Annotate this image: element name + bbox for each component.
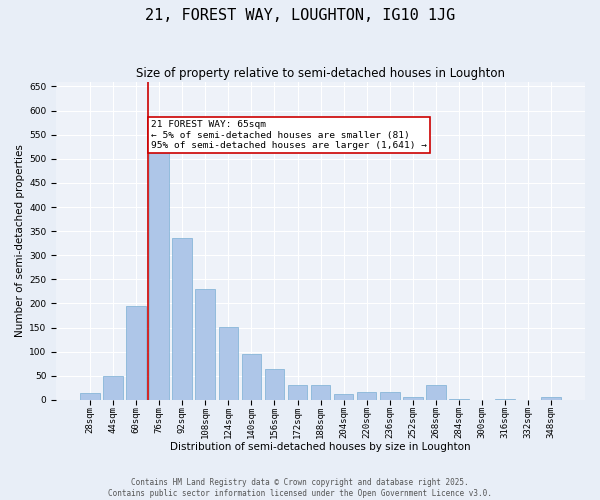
Bar — [126, 306, 146, 400]
Bar — [265, 370, 284, 400]
Bar — [449, 399, 469, 400]
Bar — [380, 392, 400, 400]
Bar — [311, 386, 331, 400]
Bar — [288, 386, 307, 400]
Bar — [80, 392, 100, 400]
Bar — [495, 399, 515, 400]
Bar — [334, 394, 353, 400]
Bar — [541, 398, 561, 400]
X-axis label: Distribution of semi-detached houses by size in Loughton: Distribution of semi-detached houses by … — [170, 442, 471, 452]
Bar — [403, 397, 422, 400]
Text: 21, FOREST WAY, LOUGHTON, IG10 1JG: 21, FOREST WAY, LOUGHTON, IG10 1JG — [145, 8, 455, 22]
Title: Size of property relative to semi-detached houses in Loughton: Size of property relative to semi-detach… — [136, 68, 505, 80]
Text: Contains HM Land Registry data © Crown copyright and database right 2025.
Contai: Contains HM Land Registry data © Crown c… — [108, 478, 492, 498]
Bar — [172, 238, 192, 400]
Bar — [426, 386, 446, 400]
Y-axis label: Number of semi-detached properties: Number of semi-detached properties — [15, 144, 25, 337]
Bar — [242, 354, 261, 400]
Bar — [218, 327, 238, 400]
Bar — [103, 376, 123, 400]
Bar — [196, 290, 215, 400]
Bar — [149, 146, 169, 400]
Text: 21 FOREST WAY: 65sqm
← 5% of semi-detached houses are smaller (81)
95% of semi-d: 21 FOREST WAY: 65sqm ← 5% of semi-detach… — [151, 120, 427, 150]
Bar — [357, 392, 376, 400]
